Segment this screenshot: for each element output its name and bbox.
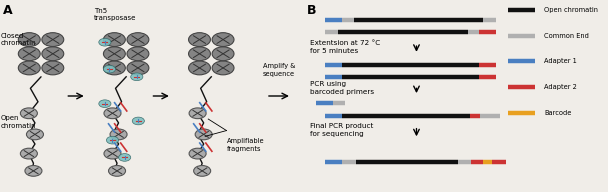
Circle shape xyxy=(188,33,210,46)
Text: Common End: Common End xyxy=(544,32,589,39)
Text: Amplifiable
fragments: Amplifiable fragments xyxy=(226,138,264,152)
Text: PCR using
barcoded primers: PCR using barcoded primers xyxy=(310,81,374,95)
Circle shape xyxy=(127,61,149,75)
Text: Closed
chromatin: Closed chromatin xyxy=(1,33,36,46)
Circle shape xyxy=(106,136,119,144)
Circle shape xyxy=(188,61,210,75)
Circle shape xyxy=(131,73,143,81)
Circle shape xyxy=(127,47,149,61)
Circle shape xyxy=(104,108,121,119)
Circle shape xyxy=(119,154,131,161)
Circle shape xyxy=(189,148,206,159)
Circle shape xyxy=(195,129,212,140)
Circle shape xyxy=(188,47,210,61)
Circle shape xyxy=(98,38,111,46)
Text: Extentsion at 72 °C
for 5 minutes: Extentsion at 72 °C for 5 minutes xyxy=(310,40,381,54)
Text: Open
chromatin: Open chromatin xyxy=(1,115,36,129)
Circle shape xyxy=(103,33,125,46)
Circle shape xyxy=(189,108,206,119)
Circle shape xyxy=(104,148,121,159)
Circle shape xyxy=(103,47,125,61)
Circle shape xyxy=(42,47,64,61)
Circle shape xyxy=(132,117,145,125)
Circle shape xyxy=(110,129,127,140)
Circle shape xyxy=(27,129,44,140)
Circle shape xyxy=(212,33,234,46)
Text: Amplify &
sequence: Amplify & sequence xyxy=(263,63,295,77)
Circle shape xyxy=(103,65,116,73)
Text: A: A xyxy=(3,4,13,17)
Circle shape xyxy=(18,61,40,75)
Text: Open chromatin: Open chromatin xyxy=(544,7,598,13)
Text: Barcode: Barcode xyxy=(544,110,572,116)
Circle shape xyxy=(98,100,111,108)
Circle shape xyxy=(18,47,40,61)
Circle shape xyxy=(108,166,125,176)
Text: Adapter 1: Adapter 1 xyxy=(544,58,577,65)
Text: B: B xyxy=(307,4,317,17)
Circle shape xyxy=(20,148,37,159)
Text: Final PCR product
for sequencing: Final PCR product for sequencing xyxy=(310,123,373,137)
Circle shape xyxy=(212,61,234,75)
Text: Adapter 2: Adapter 2 xyxy=(544,84,577,90)
Circle shape xyxy=(42,61,64,75)
Circle shape xyxy=(18,33,40,46)
Circle shape xyxy=(20,108,37,119)
Circle shape xyxy=(103,61,125,75)
Text: Tn5
transposase: Tn5 transposase xyxy=(94,8,137,21)
Circle shape xyxy=(42,33,64,46)
Circle shape xyxy=(25,166,42,176)
Circle shape xyxy=(212,47,234,61)
Circle shape xyxy=(193,166,211,176)
Circle shape xyxy=(127,33,149,46)
